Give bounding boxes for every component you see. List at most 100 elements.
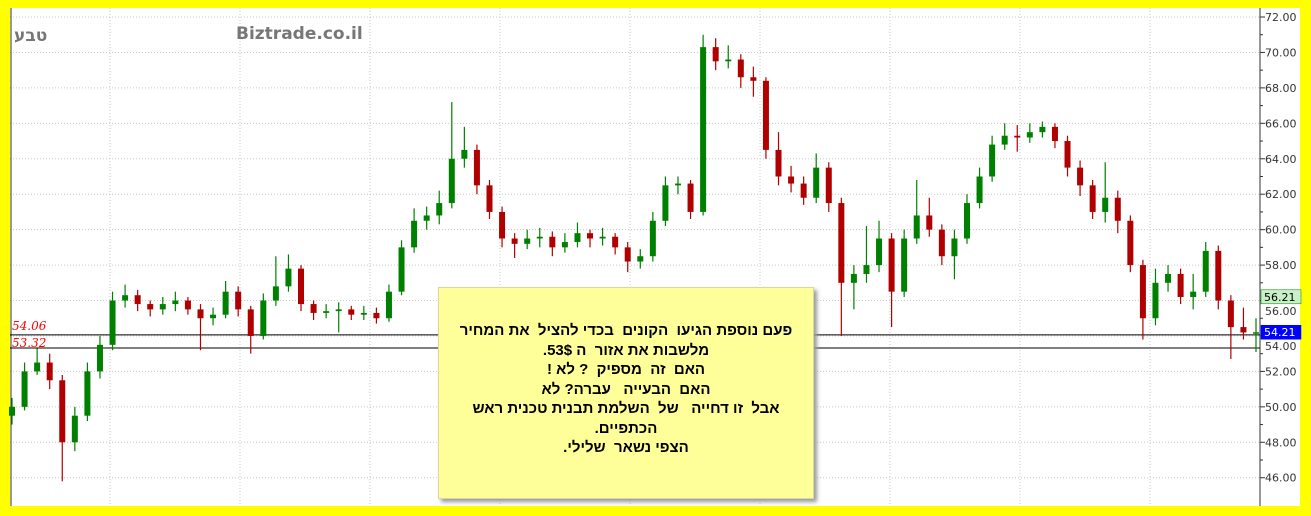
note-line: האם הבעייה עברה? לא <box>541 380 711 398</box>
candle <box>813 153 820 204</box>
candle-body <box>1114 197 1121 221</box>
candle-body <box>649 220 656 257</box>
y-tick-label: 58.00 <box>1265 259 1297 272</box>
candle <box>800 176 807 205</box>
candle <box>373 307 380 324</box>
candle <box>561 233 568 253</box>
y-tick-label: 46.00 <box>1265 472 1297 485</box>
candle-body <box>360 312 367 315</box>
candle <box>901 229 908 297</box>
candle <box>448 102 455 209</box>
candle-body <box>122 295 129 301</box>
candle <box>913 180 920 244</box>
candle-body <box>901 238 908 292</box>
y-tick-label: 64.00 <box>1265 153 1297 166</box>
candle <box>838 197 845 336</box>
candle-body <box>96 344 103 372</box>
candle <box>486 180 493 220</box>
candle <box>1114 190 1121 234</box>
candle <box>662 176 669 227</box>
last-price-badge-bg <box>1260 324 1302 340</box>
candle <box>587 229 594 248</box>
last-price-badge: 54.21 <box>1264 326 1296 339</box>
candle-body <box>775 149 782 177</box>
candle <box>1190 273 1197 310</box>
candle <box>687 180 694 220</box>
candle-body <box>373 312 380 319</box>
candle-body <box>222 291 229 315</box>
candle-body <box>1077 167 1084 186</box>
candle-body <box>147 304 154 310</box>
candle <box>109 291 116 351</box>
candle <box>272 256 279 306</box>
candle <box>298 265 305 312</box>
y-tick-label: 68.00 <box>1265 82 1297 95</box>
candle-body <box>1102 197 1109 212</box>
candle-body <box>662 185 669 221</box>
candle-body <box>938 229 945 257</box>
candle <box>1240 307 1247 340</box>
candle-body <box>926 215 933 230</box>
candle-body <box>1051 126 1058 142</box>
candle <box>222 281 229 319</box>
candle-body <box>561 242 568 248</box>
level-badge: 56.21 <box>1264 291 1296 304</box>
candle-body <box>1089 185 1096 212</box>
candle <box>122 284 129 308</box>
candle-body <box>448 158 455 204</box>
candle <box>536 227 543 248</box>
candle <box>624 242 631 273</box>
note-line: הכתפיים. <box>594 419 658 437</box>
candle-body <box>46 362 53 381</box>
candle-body <box>1139 265 1146 319</box>
candle <box>1039 121 1046 138</box>
y-tick-label: 52.00 <box>1265 365 1297 378</box>
candle <box>461 126 468 168</box>
candle-body <box>989 144 996 177</box>
candle <box>649 211 656 262</box>
y-tick-label: 72.00 <box>1265 11 1297 24</box>
candle-body <box>800 183 807 198</box>
candle-body <box>71 415 78 443</box>
candle <box>1089 180 1096 220</box>
candle-body <box>876 238 883 266</box>
candle <box>398 240 405 296</box>
candle-body <box>1127 220 1134 266</box>
note-line: אבל זו דחייה של השלמת תבנית טכנית ראש <box>472 400 780 417</box>
candle <box>963 194 970 244</box>
candle-body <box>235 291 242 310</box>
candle <box>335 302 342 333</box>
candle-body <box>335 309 342 312</box>
candle <box>599 227 606 246</box>
candle <box>1177 268 1184 305</box>
candle-body <box>976 176 983 204</box>
candle-body <box>272 286 279 301</box>
candle-body <box>172 300 179 305</box>
candle-body <box>712 47 719 62</box>
candle-body <box>511 238 518 244</box>
candle-body <box>1215 250 1222 301</box>
candle <box>34 348 41 375</box>
candle <box>612 233 619 255</box>
candle <box>549 231 556 257</box>
candle-body <box>788 176 795 184</box>
candle-body <box>888 238 895 292</box>
candle-body <box>1064 141 1071 168</box>
candle <box>511 233 518 258</box>
y-tick-label: 50.00 <box>1265 401 1297 414</box>
candle-body <box>687 183 694 212</box>
candle <box>775 132 782 186</box>
candle <box>1165 265 1172 292</box>
candle <box>21 362 28 411</box>
candle-body <box>159 304 166 310</box>
candle-body <box>9 406 15 416</box>
candle <box>524 229 531 250</box>
candle <box>1127 215 1134 273</box>
candle <box>1064 135 1071 177</box>
candle-body <box>1165 273 1172 283</box>
note-line: האם זה מספיק ? לא ! <box>546 361 706 378</box>
candle-body <box>298 268 305 305</box>
candle-body <box>762 80 769 150</box>
candle-body <box>1227 300 1234 328</box>
